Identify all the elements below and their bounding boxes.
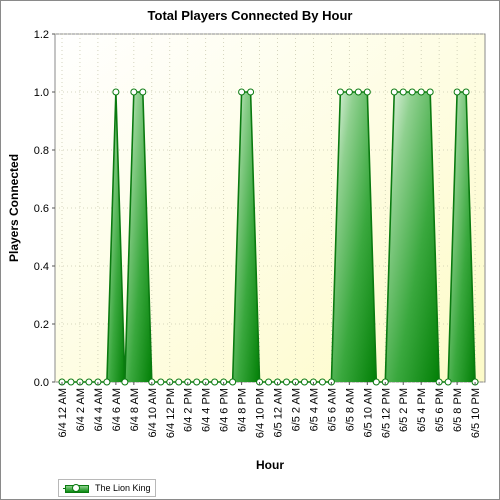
x-tick-label: 6/4 2 PM [183,388,195,432]
y-axis: 0.0 0.2 0.4 0.6 0.8 1.0 1.2 [34,29,55,389]
data-point [247,88,255,96]
data-point [354,88,362,96]
data-point [238,88,246,96]
x-tick-label: 6/5 6 PM [434,388,446,432]
data-point [67,378,75,386]
y-tick-label: 0.8 [34,145,49,157]
data-point [417,88,425,96]
y-tick-label: 0.4 [34,261,49,273]
x-tick-label: 6/4 2 AM [75,388,87,431]
x-tick-label: 6/4 12 PM [165,388,177,438]
x-axis: 6/4 12 AM 6/4 2 AM 6/4 4 AM 6/4 6 AM 6/4 8 A… [57,382,482,438]
data-point [462,88,470,96]
x-tick-label: 6/4 10 AM [147,388,159,438]
x-tick-label: 6/4 10 PM [255,388,267,438]
x-tick-label: 6/5 10 AM [362,388,374,438]
x-tick-label: 6/4 12 AM [57,388,69,438]
legend: The Lion King [58,479,156,497]
data-point [265,378,273,386]
y-tick-label: 0.0 [34,377,49,389]
data-point [85,378,93,386]
y-tick-label: 1.0 [34,87,49,99]
data-point [399,88,407,96]
x-axis-label: Hour [256,458,284,472]
data-point [157,378,165,386]
data-point [103,378,111,386]
data-point [390,88,398,96]
x-tick-label: 6/5 2 PM [398,388,410,432]
y-tick-label: 1.2 [34,29,49,41]
x-tick-label: 6/4 4 PM [201,388,213,432]
area-segment [106,92,125,382]
x-tick-label: 6/5 12 AM [273,388,285,438]
area-segment [331,92,377,382]
data-point [453,88,461,96]
data-point [229,378,237,386]
data-point [211,378,219,386]
data-point [130,88,138,96]
x-tick-label: 6/5 2 AM [290,388,302,431]
data-point [175,378,183,386]
data-point [408,88,416,96]
data-point [444,378,452,386]
y-tick-label: 0.6 [34,203,49,215]
y-tick-label: 0.2 [34,319,49,331]
x-tick-label: 6/5 8 PM [452,388,464,432]
x-tick-label: 6/4 8 PM [237,388,249,432]
data-point [363,88,371,96]
data-point [121,378,129,386]
x-tick-label: 6/5 10 PM [470,388,482,438]
x-tick-label: 6/5 4 PM [416,388,428,432]
data-point [345,88,353,96]
x-tick-label: 6/4 6 PM [219,388,231,432]
x-tick-label: 6/4 4 AM [93,388,105,431]
x-tick-label: 6/4 6 AM [111,388,123,431]
legend-label: The Lion King [95,483,151,493]
x-tick-label: 6/5 4 AM [308,388,320,431]
data-point [283,378,290,386]
data-point [139,88,147,96]
data-point [318,378,326,386]
x-tick-label: 6/5 8 AM [344,388,356,431]
data-point [426,88,434,96]
legend-swatch-icon [63,483,89,494]
y-axis-label: Players Connected [7,154,21,262]
data-point [193,378,201,386]
data-point [336,88,344,96]
x-tick-label: 6/4 8 AM [129,388,141,431]
data-point [112,88,120,96]
data-point [300,378,308,386]
x-tick-label: 6/5 12 PM [380,388,392,438]
data-point [372,378,380,386]
x-tick-label: 6/5 6 AM [326,388,338,431]
area-segment [385,92,440,382]
chart-title: Total Players Connected By Hour [147,8,353,23]
